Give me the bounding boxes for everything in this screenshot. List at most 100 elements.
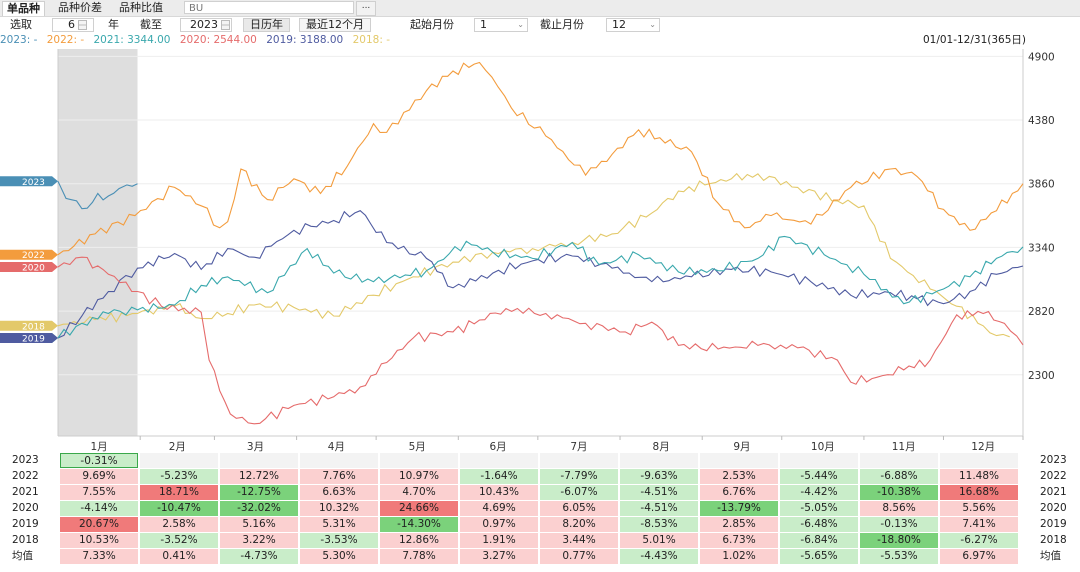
- table-cell[interactable]: -6.48%: [780, 517, 858, 532]
- table-cell[interactable]: 7.55%: [60, 485, 138, 500]
- table-cell[interactable]: 1.91%: [460, 533, 538, 548]
- table-cell[interactable]: 24.66%: [380, 501, 458, 516]
- table-cell[interactable]: [780, 453, 858, 468]
- table-cell[interactable]: -0.13%: [860, 517, 938, 532]
- table-cell[interactable]: 12.86%: [380, 533, 458, 548]
- legend-item-2021[interactable]: 2021: 3344.00: [93, 34, 171, 46]
- table-cell[interactable]: 10.53%: [60, 533, 138, 548]
- legend-item-2023[interactable]: 2023: -: [0, 34, 38, 46]
- table-cell[interactable]: 2.85%: [700, 517, 778, 532]
- table-cell[interactable]: 5.56%: [940, 501, 1018, 516]
- table-cell[interactable]: -3.52%: [140, 533, 218, 548]
- table-cell[interactable]: -13.79%: [700, 501, 778, 516]
- table-cell[interactable]: 10.32%: [300, 501, 378, 516]
- table-cell[interactable]: 10.97%: [380, 469, 458, 484]
- table-cell[interactable]: -0.31%: [60, 453, 138, 468]
- table-cell[interactable]: -6.88%: [860, 469, 938, 484]
- table-cell[interactable]: -7.79%: [540, 469, 618, 484]
- table-cell[interactable]: 7.76%: [300, 469, 378, 484]
- table-cell[interactable]: 7.41%: [940, 517, 1018, 532]
- spinner-icon[interactable]: [221, 20, 230, 30]
- table-cell[interactable]: 6.76%: [700, 485, 778, 500]
- years-stepper[interactable]: 6: [52, 18, 94, 32]
- more-button[interactable]: ...: [356, 1, 376, 16]
- table-cell[interactable]: 10.43%: [460, 485, 538, 500]
- table-cell[interactable]: -4.43%: [620, 549, 698, 564]
- table-cell[interactable]: [540, 453, 618, 468]
- table-cell[interactable]: -8.53%: [620, 517, 698, 532]
- table-cell[interactable]: [700, 453, 778, 468]
- table-cell[interactable]: -12.75%: [220, 485, 298, 500]
- calendar-year-button[interactable]: 日历年: [243, 18, 290, 32]
- legend-item-2019[interactable]: 2019: 3188.00: [266, 34, 344, 46]
- table-cell[interactable]: -4.73%: [220, 549, 298, 564]
- table-cell[interactable]: 0.77%: [540, 549, 618, 564]
- table-cell[interactable]: -10.38%: [860, 485, 938, 500]
- table-cell[interactable]: 6.73%: [700, 533, 778, 548]
- table-cell[interactable]: 2.53%: [700, 469, 778, 484]
- table-cell[interactable]: -4.51%: [620, 485, 698, 500]
- legend-item-2022[interactable]: 2022: -: [46, 34, 85, 46]
- symbol-input[interactable]: BU: [184, 1, 354, 14]
- table-cell[interactable]: [940, 453, 1018, 468]
- tab-variety-spread[interactable]: 品种价差: [58, 1, 102, 14]
- spinner-icon[interactable]: [78, 20, 87, 30]
- table-cell[interactable]: -5.05%: [780, 501, 858, 516]
- table-cell[interactable]: [300, 453, 378, 468]
- table-cell[interactable]: 8.56%: [860, 501, 938, 516]
- tab-variety-ratio[interactable]: 品种比值: [119, 1, 163, 14]
- table-cell[interactable]: 16.68%: [940, 485, 1018, 500]
- table-cell[interactable]: -5.23%: [140, 469, 218, 484]
- table-cell[interactable]: [460, 453, 538, 468]
- table-cell[interactable]: [620, 453, 698, 468]
- table-cell[interactable]: -18.80%: [860, 533, 938, 548]
- table-cell[interactable]: 7.78%: [380, 549, 458, 564]
- table-cell[interactable]: 0.97%: [460, 517, 538, 532]
- table-cell[interactable]: -5.53%: [860, 549, 938, 564]
- table-cell[interactable]: 0.41%: [140, 549, 218, 564]
- tab-single-variety[interactable]: 单品种: [2, 1, 45, 16]
- table-cell[interactable]: -4.51%: [620, 501, 698, 516]
- table-cell[interactable]: -9.63%: [620, 469, 698, 484]
- table-cell[interactable]: 9.69%: [60, 469, 138, 484]
- table-cell[interactable]: 8.20%: [540, 517, 618, 532]
- table-cell[interactable]: 3.44%: [540, 533, 618, 548]
- table-cell[interactable]: [140, 453, 218, 468]
- table-cell[interactable]: -14.30%: [380, 517, 458, 532]
- table-cell[interactable]: [380, 453, 458, 468]
- table-cell[interactable]: 4.69%: [460, 501, 538, 516]
- table-cell[interactable]: 6.63%: [300, 485, 378, 500]
- table-cell[interactable]: 3.22%: [220, 533, 298, 548]
- table-cell[interactable]: -4.42%: [780, 485, 858, 500]
- table-cell[interactable]: 11.48%: [940, 469, 1018, 484]
- table-cell[interactable]: [220, 453, 298, 468]
- table-cell[interactable]: -5.65%: [780, 549, 858, 564]
- table-cell[interactable]: 6.97%: [940, 549, 1018, 564]
- table-cell[interactable]: -6.84%: [780, 533, 858, 548]
- legend-item-2018[interactable]: 2018: -: [352, 34, 390, 46]
- table-cell[interactable]: 5.16%: [220, 517, 298, 532]
- end-month-select[interactable]: 12 ⌄: [606, 18, 660, 32]
- table-cell[interactable]: 1.02%: [700, 549, 778, 564]
- table-cell[interactable]: 2.58%: [140, 517, 218, 532]
- table-cell[interactable]: 12.72%: [220, 469, 298, 484]
- table-cell[interactable]: 7.33%: [60, 549, 138, 564]
- table-cell[interactable]: -3.53%: [300, 533, 378, 548]
- table-cell[interactable]: [860, 453, 938, 468]
- table-cell[interactable]: 5.31%: [300, 517, 378, 532]
- table-cell[interactable]: -10.47%: [140, 501, 218, 516]
- table-cell[interactable]: 5.01%: [620, 533, 698, 548]
- cutoff-year-stepper[interactable]: 2023: [180, 18, 232, 32]
- table-cell[interactable]: -1.64%: [460, 469, 538, 484]
- start-month-select[interactable]: 1 ⌄: [474, 18, 528, 32]
- table-cell[interactable]: 4.70%: [380, 485, 458, 500]
- table-cell[interactable]: -5.44%: [780, 469, 858, 484]
- table-cell[interactable]: 18.71%: [140, 485, 218, 500]
- table-cell[interactable]: 5.30%: [300, 549, 378, 564]
- table-cell[interactable]: -6.27%: [940, 533, 1018, 548]
- legend-item-2020[interactable]: 2020: 2544.00: [179, 34, 257, 46]
- table-cell[interactable]: 20.67%: [60, 517, 138, 532]
- table-cell[interactable]: 3.27%: [460, 549, 538, 564]
- table-cell[interactable]: -4.14%: [60, 501, 138, 516]
- table-cell[interactable]: -6.07%: [540, 485, 618, 500]
